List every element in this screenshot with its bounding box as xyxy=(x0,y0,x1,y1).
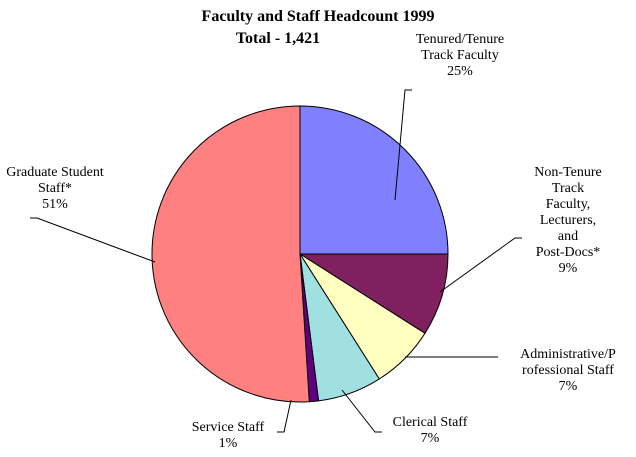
category-label: Service Staff xyxy=(191,420,265,435)
category-label: Tenured/Tenure Track Faculty xyxy=(415,32,505,63)
category-label: Non-Tenure Track Faculty, Lecturers, and… xyxy=(534,165,602,260)
pie-slice xyxy=(298,253,449,334)
category-label: Administrative/P rofessional Staff xyxy=(520,347,616,378)
category-label: Clerical Staff xyxy=(392,415,468,430)
slice-label: Tenured/Tenure Track Faculty 25% xyxy=(416,32,504,80)
chart-subtitle: Total - 1,421 xyxy=(235,30,321,47)
chart-title: Faculty and Staff Headcount 1999 xyxy=(201,8,435,25)
value-label: 25% xyxy=(447,64,473,79)
slice-label: Administrative/P rofessional Staff 7% xyxy=(520,347,616,395)
value-label: 1% xyxy=(218,436,238,451)
slice-label: Graduate Student Staff* 51% xyxy=(6,165,104,213)
value-label: 9% xyxy=(558,261,578,276)
slice-label: Non-Tenure Track Faculty, Lecturers, and… xyxy=(534,165,602,277)
pie-slice xyxy=(151,105,310,403)
leader-lines xyxy=(30,89,522,433)
slice-label: Clerical Staff 7% xyxy=(393,415,468,447)
leader-line xyxy=(341,389,382,433)
slice-label: Service Staff 1% xyxy=(192,420,264,452)
leader-line xyxy=(394,89,412,201)
leader-line xyxy=(30,217,156,263)
pie-slice xyxy=(299,105,449,255)
value-label: 7% xyxy=(558,379,578,394)
value-label: 7% xyxy=(420,431,440,446)
leader-line xyxy=(277,399,292,433)
value-label: 51% xyxy=(42,197,68,212)
leader-line xyxy=(439,237,522,293)
category-label: Graduate Student Staff* xyxy=(6,165,104,196)
